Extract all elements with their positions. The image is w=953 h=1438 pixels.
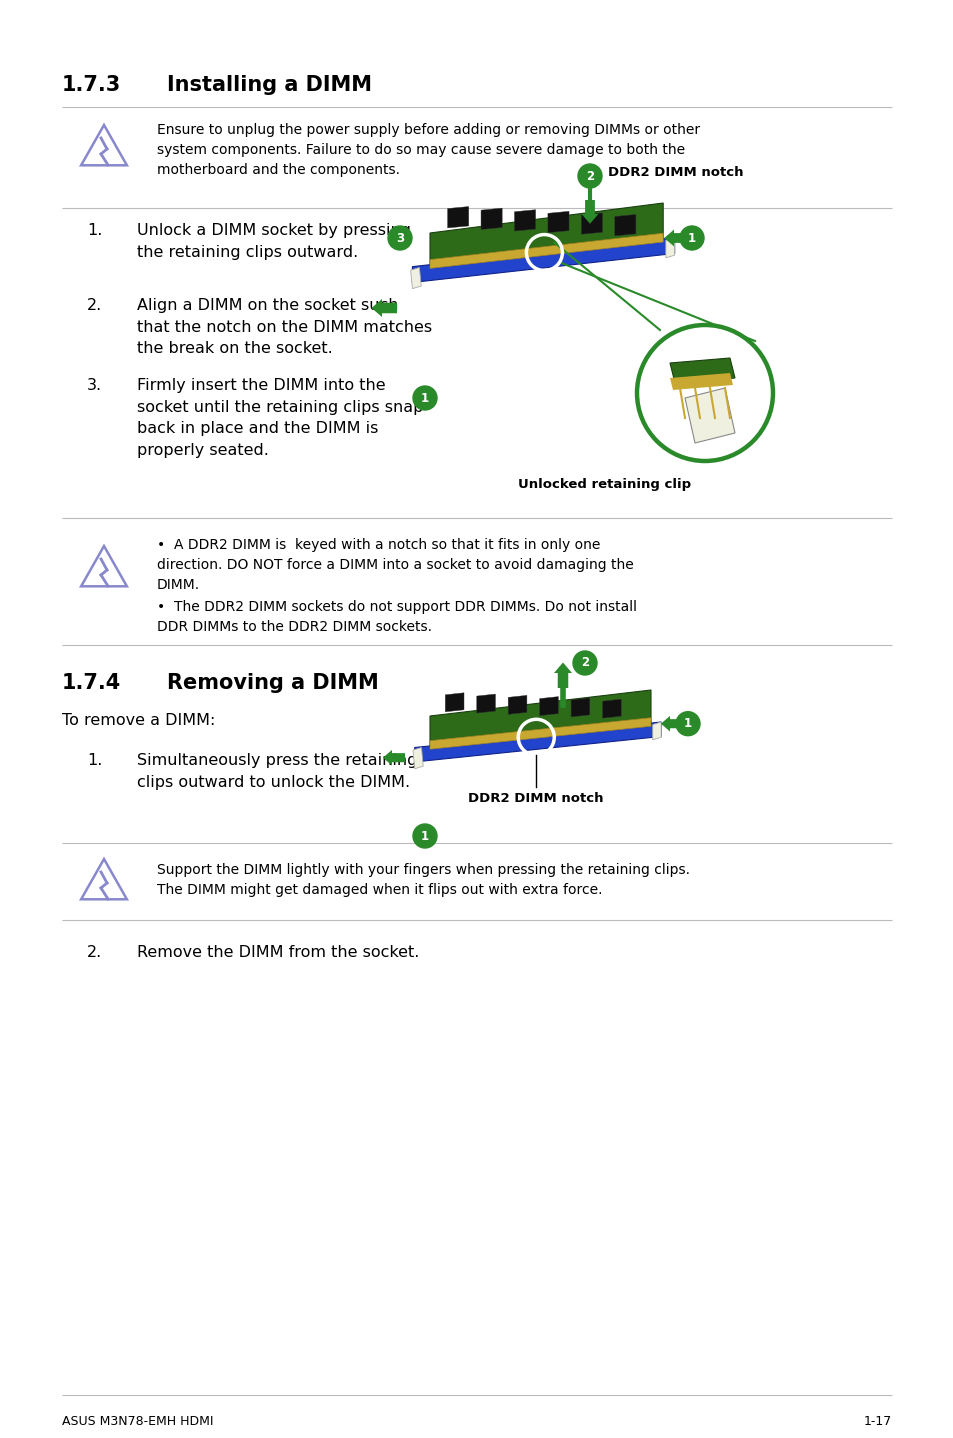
Text: 1: 1 xyxy=(687,232,696,244)
Text: 2: 2 xyxy=(580,657,588,670)
Text: 1.7.4: 1.7.4 xyxy=(62,673,121,693)
Polygon shape xyxy=(430,203,662,266)
Text: To remove a DIMM:: To remove a DIMM: xyxy=(62,713,215,728)
Text: 3.: 3. xyxy=(87,378,102,393)
Circle shape xyxy=(676,712,700,736)
Polygon shape xyxy=(614,214,636,236)
Polygon shape xyxy=(382,749,405,765)
Text: 1-17: 1-17 xyxy=(862,1415,891,1428)
Text: 1: 1 xyxy=(420,830,429,843)
Text: 2: 2 xyxy=(585,170,594,183)
Polygon shape xyxy=(430,718,650,749)
Polygon shape xyxy=(445,693,463,712)
Polygon shape xyxy=(669,358,734,383)
Polygon shape xyxy=(415,722,660,762)
Text: Installing a DIMM: Installing a DIMM xyxy=(167,75,372,95)
Polygon shape xyxy=(412,237,674,282)
Polygon shape xyxy=(410,267,421,289)
Polygon shape xyxy=(430,233,662,269)
Text: 1.7.3: 1.7.3 xyxy=(62,75,121,95)
Polygon shape xyxy=(581,200,598,224)
Text: DDR2 DIMM notch: DDR2 DIMM notch xyxy=(607,165,742,178)
Text: 3: 3 xyxy=(395,232,404,244)
Polygon shape xyxy=(602,699,620,718)
Polygon shape xyxy=(580,213,602,234)
Polygon shape xyxy=(413,748,423,769)
Polygon shape xyxy=(480,209,501,230)
Circle shape xyxy=(573,651,597,674)
Polygon shape xyxy=(476,695,495,713)
Polygon shape xyxy=(539,696,558,716)
Polygon shape xyxy=(652,722,660,739)
Text: 1: 1 xyxy=(420,391,429,404)
Polygon shape xyxy=(81,125,127,165)
Polygon shape xyxy=(430,690,650,748)
Polygon shape xyxy=(571,697,589,718)
Circle shape xyxy=(578,164,601,188)
Text: Ensure to unplug the power supply before adding or removing DIMMs or other
syste: Ensure to unplug the power supply before… xyxy=(157,124,700,177)
Text: 2.: 2. xyxy=(87,945,102,961)
Text: •  A DDR2 DIMM is  keyed with a notch so that it fits in only one
direction. DO : • A DDR2 DIMM is keyed with a notch so t… xyxy=(157,538,633,592)
Text: Unlock a DIMM socket by pressing
the retaining clips outward.: Unlock a DIMM socket by pressing the ret… xyxy=(137,223,411,260)
Polygon shape xyxy=(81,546,127,587)
Polygon shape xyxy=(665,237,674,257)
Polygon shape xyxy=(547,211,568,233)
Circle shape xyxy=(388,226,412,250)
Text: Support the DIMM lightly with your fingers when pressing the retaining clips.
Th: Support the DIMM lightly with your finge… xyxy=(157,863,689,897)
Polygon shape xyxy=(684,388,734,443)
Circle shape xyxy=(637,325,772,462)
Polygon shape xyxy=(660,716,682,732)
Polygon shape xyxy=(554,663,572,687)
Text: 1.: 1. xyxy=(87,223,102,239)
Text: Remove the DIMM from the socket.: Remove the DIMM from the socket. xyxy=(137,945,419,961)
Text: Removing a DIMM: Removing a DIMM xyxy=(167,673,378,693)
Polygon shape xyxy=(508,696,526,715)
Text: Simultaneously press the retaining
clips outward to unlock the DIMM.: Simultaneously press the retaining clips… xyxy=(137,754,417,789)
Text: 1.: 1. xyxy=(87,754,102,768)
Polygon shape xyxy=(447,207,468,227)
Text: •  The DDR2 DIMM sockets do not support DDR DIMMs. Do not install
DDR DIMMs to t: • The DDR2 DIMM sockets do not support D… xyxy=(157,600,637,634)
Text: DDR2 DIMM notch: DDR2 DIMM notch xyxy=(468,792,603,805)
Text: 1: 1 xyxy=(683,718,691,731)
Text: ASUS M3N78-EMH HDMI: ASUS M3N78-EMH HDMI xyxy=(62,1415,213,1428)
Polygon shape xyxy=(514,210,535,232)
Polygon shape xyxy=(371,299,396,316)
Text: Firmly insert the DIMM into the
socket until the retaining clips snap
back in pl: Firmly insert the DIMM into the socket u… xyxy=(137,378,423,457)
Text: Align a DIMM on the socket such
that the notch on the DIMM matches
the break on : Align a DIMM on the socket such that the… xyxy=(137,298,432,357)
Circle shape xyxy=(679,226,703,250)
Text: 2.: 2. xyxy=(87,298,102,313)
Circle shape xyxy=(413,385,436,410)
Polygon shape xyxy=(663,230,687,246)
Circle shape xyxy=(413,824,436,848)
Polygon shape xyxy=(669,372,732,390)
Text: Unlocked retaining clip: Unlocked retaining clip xyxy=(517,477,691,490)
Polygon shape xyxy=(81,858,127,899)
